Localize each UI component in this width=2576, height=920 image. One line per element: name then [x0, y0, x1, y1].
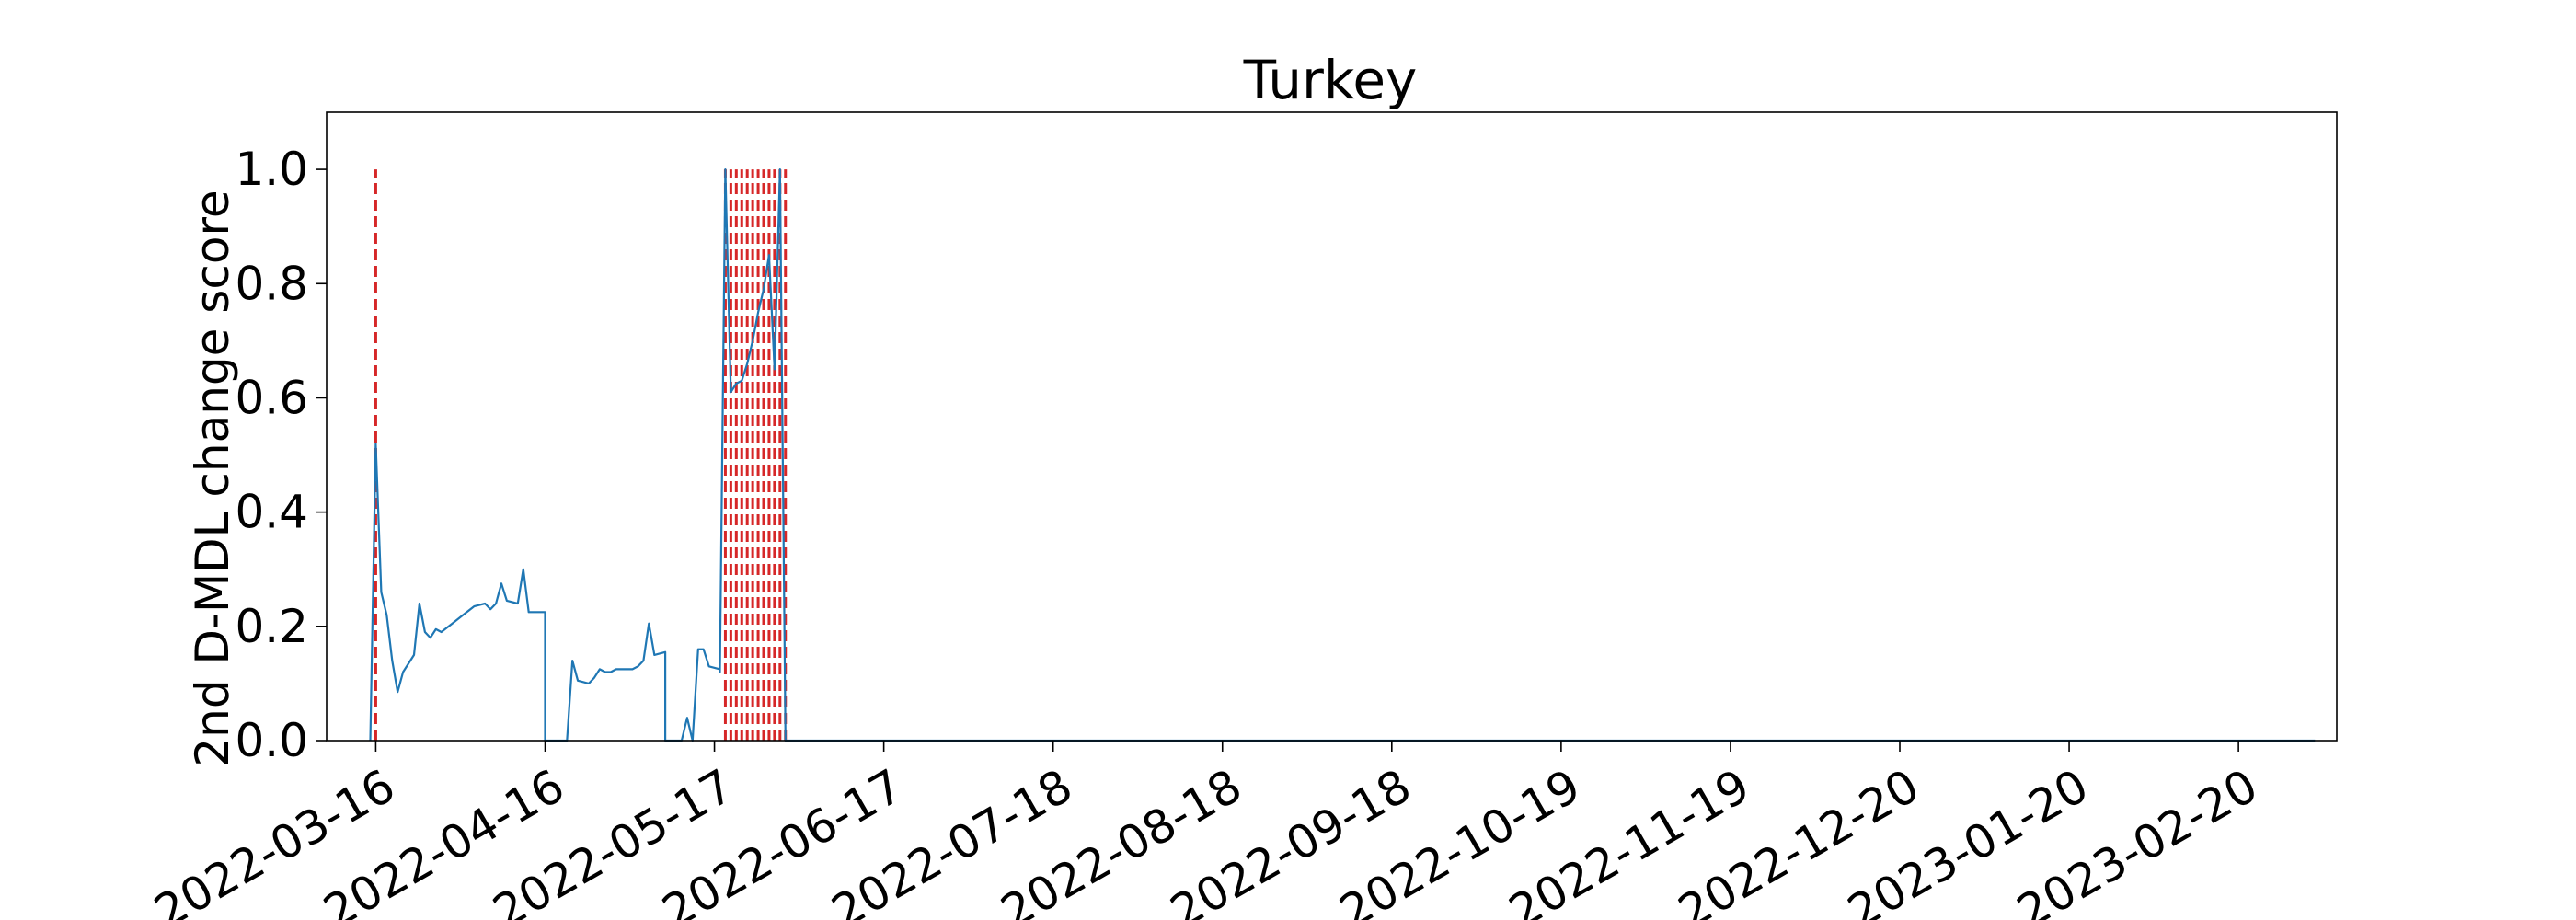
x-axis: 2022-03-162022-04-162022-05-172022-06-17…	[145, 741, 2267, 920]
y-axis: 0.0 0.2 0.4 0.6 0.8 1.0	[235, 143, 327, 767]
plot-area	[369, 168, 2316, 742]
y-tick-label: 0.0	[235, 714, 308, 767]
y-tick-label: 0.6	[235, 371, 308, 424]
y-tick-label: 0.8	[235, 257, 308, 310]
y-axis-label: 2nd D-MDL change score	[186, 190, 239, 766]
y-tick-label: 1.0	[235, 143, 308, 196]
plot-frame	[326, 111, 2338, 742]
y-tick-label: 0.2	[235, 600, 308, 653]
chart-title: Turkey	[1243, 49, 1418, 111]
y-tick-label: 0.4	[235, 486, 308, 539]
series-line	[369, 168, 2316, 742]
